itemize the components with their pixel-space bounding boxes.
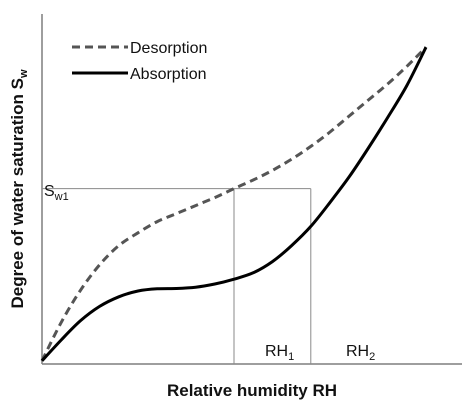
sw1-label: Sw1 bbox=[44, 183, 69, 203]
legend: Desorption Absorption bbox=[72, 40, 207, 83]
absorption-curve bbox=[40, 46, 428, 362]
legend-desorption-label: Desorption bbox=[130, 40, 207, 57]
y-axis-title: Degree of water saturation Sw bbox=[8, 69, 30, 309]
desorption-curve bbox=[40, 46, 428, 362]
legend-absorption-label: Absorption bbox=[130, 66, 207, 83]
rh1-label: RH1 bbox=[265, 343, 294, 363]
x-axis-title: Relative humidity RH bbox=[167, 381, 337, 400]
rh2-label: RH2 bbox=[346, 343, 375, 363]
